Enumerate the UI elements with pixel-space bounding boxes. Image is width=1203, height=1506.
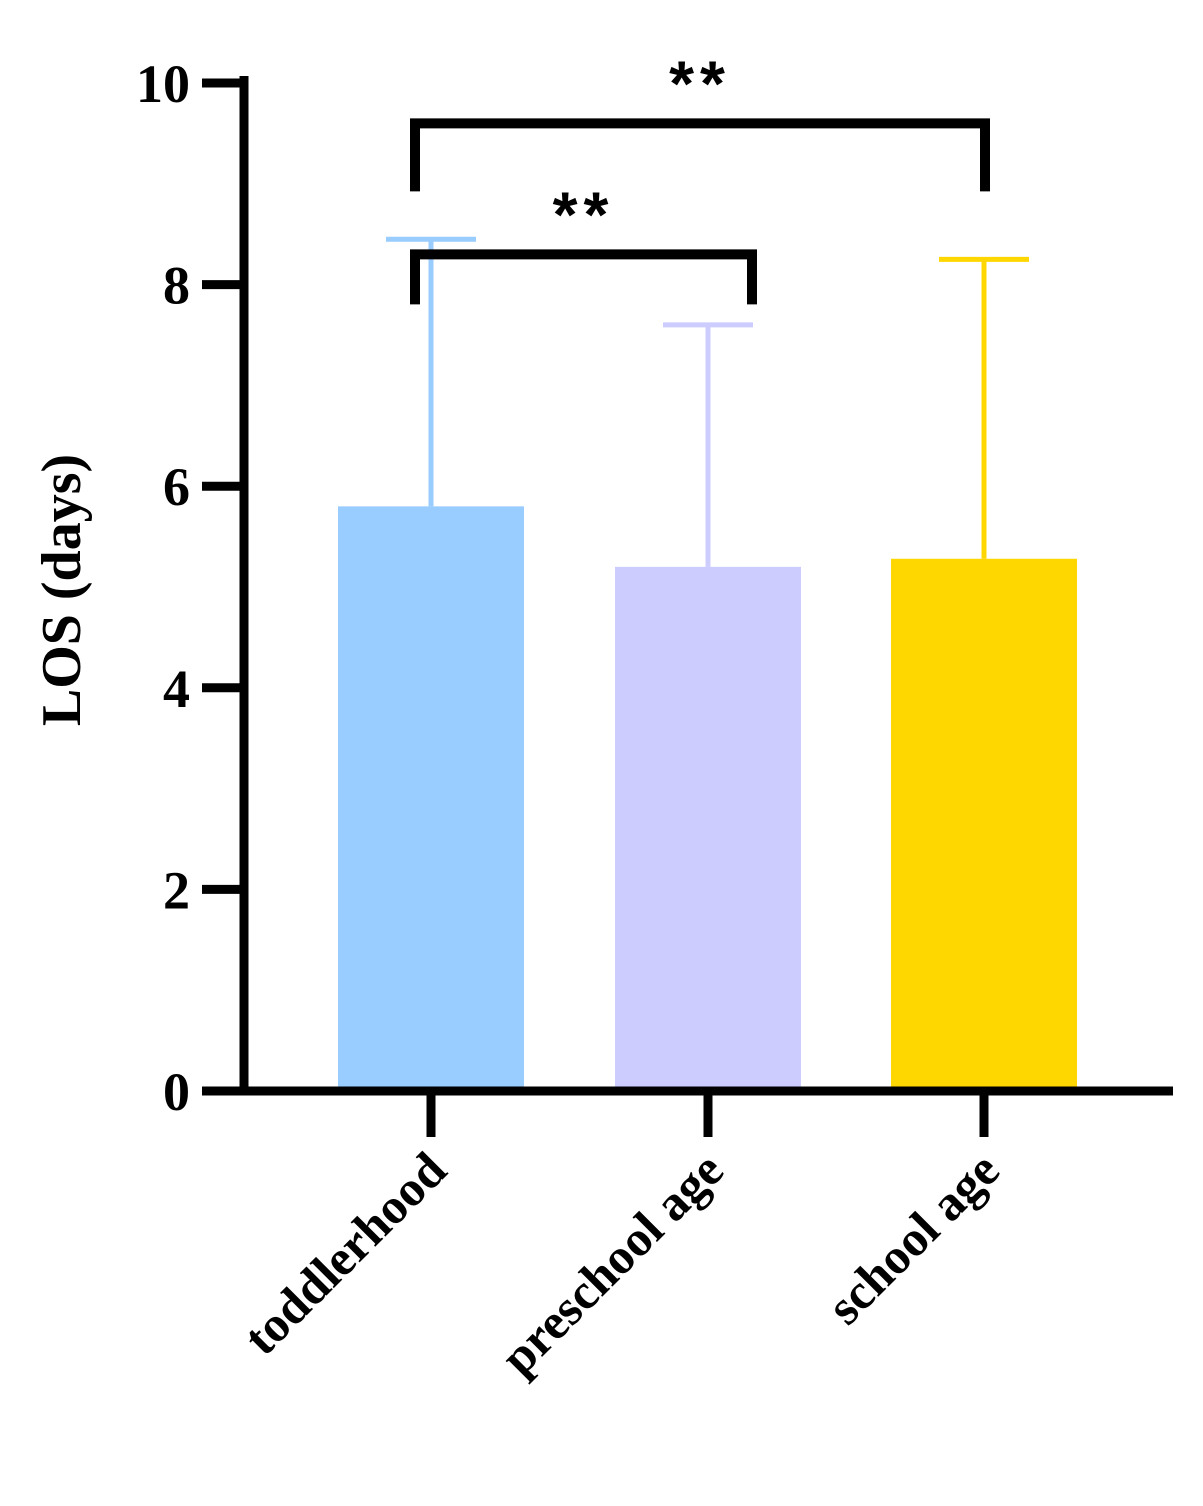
significance-label-1: ** [553, 178, 615, 250]
significance-label-2: ** [669, 47, 731, 119]
y-tick-label-2: 2 [163, 860, 190, 920]
axes [202, 76, 1173, 1096]
x-ticks: toddlerhood preschool age school age [233, 1091, 1010, 1385]
significance-bracket-2 [410, 118, 990, 192]
bar-toddlerhood [338, 506, 524, 1087]
y-ticks: 0 2 4 6 8 10 [136, 54, 244, 1122]
y-tick-label-0: 0 [163, 1062, 190, 1122]
y-tick-label-4: 4 [163, 659, 190, 719]
bars [338, 506, 1077, 1087]
significance-bracket-1 [410, 249, 757, 305]
bar-school-age [891, 558, 1077, 1087]
significance-brackets: ** ** [410, 47, 990, 305]
y-tick-label-10: 10 [136, 54, 190, 114]
bar-preschool-age [615, 566, 801, 1087]
x-tick-label-school-age: school age [816, 1141, 1010, 1335]
error-bars [386, 236, 1029, 567]
y-tick-label-6: 6 [163, 457, 190, 517]
y-tick-label-8: 8 [163, 256, 190, 316]
y-axis-title: LOS (days) [31, 454, 93, 726]
x-tick-label-preschool-age: preschool age [490, 1141, 734, 1385]
x-tick-label-toddlerhood: toddlerhood [233, 1141, 457, 1365]
